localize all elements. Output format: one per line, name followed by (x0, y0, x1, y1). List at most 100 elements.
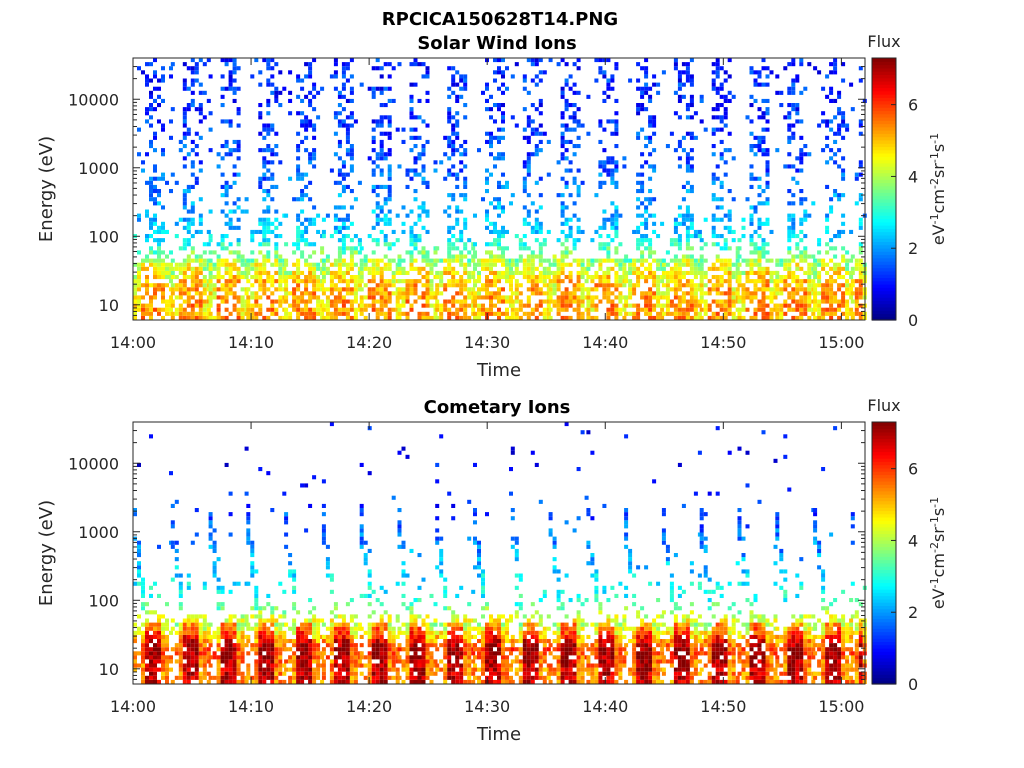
spectrogram-cell (648, 270, 653, 275)
spectrogram-cell (493, 270, 497, 275)
spectrogram-cell (689, 82, 694, 87)
spectrogram-cell (186, 254, 191, 259)
spectrogram-cell (485, 291, 489, 296)
spectrogram-cell (481, 197, 485, 202)
spectrogram-cell (586, 303, 591, 308)
spectrogram-cell (580, 291, 585, 296)
spectrogram-cell (236, 581, 241, 586)
spectrogram-cell (711, 275, 716, 280)
spectrogram-cell (538, 98, 543, 103)
spectrogram-cell (349, 299, 354, 304)
spectrogram-cell (169, 659, 173, 664)
spectrogram-cell (282, 643, 287, 648)
spectrogram-cell (715, 303, 720, 308)
spectrogram-cell (749, 270, 754, 275)
spectrogram-cell (266, 160, 271, 165)
spectrogram-cell (337, 287, 342, 292)
spectrogram-cell (236, 144, 241, 149)
spectrogram-cell (145, 679, 149, 684)
spectrogram-cell (689, 246, 694, 251)
spectrogram-cell (254, 270, 259, 275)
spectrogram-cell (284, 520, 289, 525)
spectrogram-cell (493, 119, 497, 124)
spectrogram-cell (262, 160, 267, 165)
colorbar-segment (872, 71, 896, 75)
spectrogram-cell (182, 626, 187, 631)
spectrogram-cell (425, 258, 430, 263)
spectrogram-cell (598, 275, 603, 280)
spectrogram-cell (169, 135, 173, 140)
spectrogram-cell (232, 622, 237, 627)
spectrogram-cell (397, 291, 402, 296)
spectrogram-cell (304, 307, 309, 312)
spectrogram-cell (182, 679, 187, 684)
spectrogram-cell (190, 307, 195, 312)
spectrogram-cell (349, 254, 354, 259)
spectrogram-cell (157, 201, 161, 206)
spectrogram-cell (447, 250, 452, 255)
spectrogram-cell (216, 626, 221, 631)
spectrogram-cell (329, 234, 334, 239)
spectrogram-cell (803, 246, 808, 251)
spectrogram-cell (473, 291, 477, 296)
spectrogram-cell (572, 103, 577, 108)
spectrogram-cell (190, 246, 195, 251)
spectrogram-cell (681, 299, 686, 304)
spectrogram-cell (681, 213, 686, 218)
spectrogram-cell (250, 283, 255, 288)
spectrogram-cell (477, 315, 481, 320)
spectrogram-cell (685, 246, 690, 251)
spectrogram-cell (447, 242, 452, 247)
spectrogram-cell (775, 270, 780, 275)
spectrogram-cell (296, 295, 301, 300)
spectrogram-cell (433, 250, 438, 255)
spectrogram-cell (459, 299, 464, 304)
spectrogram-cell (262, 258, 267, 263)
spectrogram-cell (149, 679, 153, 684)
spectrogram-cell (254, 639, 259, 644)
spectrogram-cell (811, 201, 816, 206)
spectrogram-cell (791, 58, 796, 63)
spectrogram-cell (161, 98, 165, 103)
spectrogram-cell (137, 569, 141, 574)
spectrogram-cell (765, 168, 770, 173)
spectrogram-cell (753, 135, 758, 140)
spectrogram-cell (795, 287, 800, 292)
spectrogram-cell (417, 62, 422, 67)
spectrogram-cell (349, 58, 354, 63)
spectrogram-cell (685, 74, 690, 79)
spectrogram-cell (463, 86, 468, 91)
spectrogram-cell (186, 303, 191, 308)
spectrogram-cell (656, 262, 661, 267)
spectrogram-cell (689, 135, 694, 140)
spectrogram-cell (250, 573, 255, 578)
spectrogram-cell (481, 311, 485, 316)
spectrogram-cell (153, 630, 157, 635)
spectrogram-cell (194, 107, 199, 112)
spectrogram-cell (208, 520, 213, 525)
spectrogram-cell (153, 74, 157, 79)
spectrogram-cell (833, 311, 838, 316)
spectrogram-cell (409, 82, 414, 87)
spectrogram-cell (228, 86, 233, 91)
spectrogram-cell (745, 115, 750, 120)
spectrogram-cell (161, 663, 165, 668)
spectrogram-cell (497, 103, 501, 108)
spectrogram-cell (741, 270, 746, 275)
spectrogram-cell (689, 270, 694, 275)
spectrogram-cell (757, 148, 762, 153)
spectrogram-cell (618, 258, 623, 263)
spectrogram-cell (391, 307, 396, 312)
spectrogram-cell (228, 655, 233, 660)
spectrogram-cell (157, 189, 161, 194)
spectrogram-cell (137, 553, 141, 558)
spectrogram-cell (300, 655, 305, 660)
colorbar-segment (872, 247, 896, 252)
spectrogram-cell (278, 581, 283, 586)
spectrogram-cell (246, 270, 251, 275)
spectrogram-cell (614, 229, 619, 234)
spectrogram-cell (149, 667, 153, 672)
spectrogram-cell (546, 275, 551, 280)
spectrogram-cell (316, 213, 321, 218)
spectrogram-cell (505, 86, 509, 91)
